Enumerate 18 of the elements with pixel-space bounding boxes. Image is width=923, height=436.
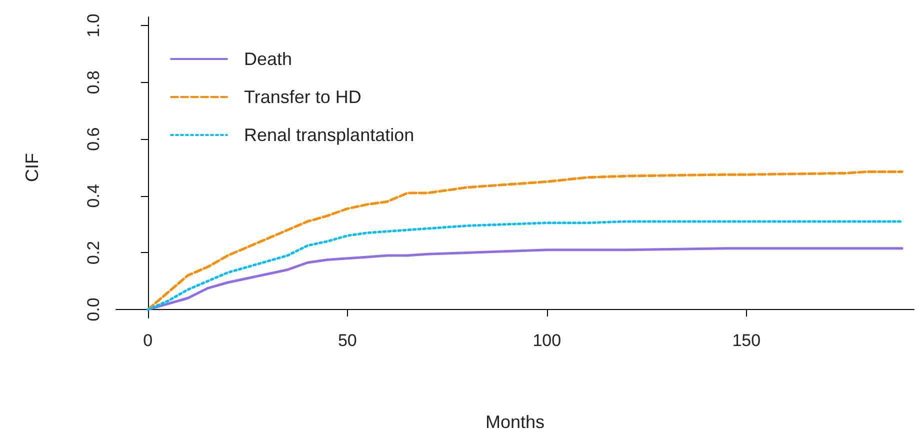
y-tick-label: 0.4	[84, 184, 103, 208]
x-axis-title: Months	[485, 412, 545, 432]
legend-label: Transfer to HD	[244, 87, 362, 107]
y-tick-label: 0.2	[84, 240, 103, 265]
y-tick-label: 0.0	[84, 298, 103, 322]
line-series	[146, 170, 904, 311]
x-tick-label: 100	[532, 331, 562, 350]
line-series	[146, 247, 904, 311]
line-series	[146, 220, 904, 311]
y-tick-label: 0.6	[84, 127, 103, 151]
y-tick-label: 0.8	[84, 70, 103, 94]
x-tick-label: 0	[143, 331, 153, 350]
legend-label: Death	[244, 49, 292, 69]
x-tick-label: 50	[338, 331, 357, 350]
x-tick-label: 150	[732, 331, 761, 350]
y-tick-label: 1.0	[84, 14, 103, 38]
y-axis-title: CIF	[22, 153, 42, 182]
legend-label: Renal transplantation	[244, 125, 414, 145]
